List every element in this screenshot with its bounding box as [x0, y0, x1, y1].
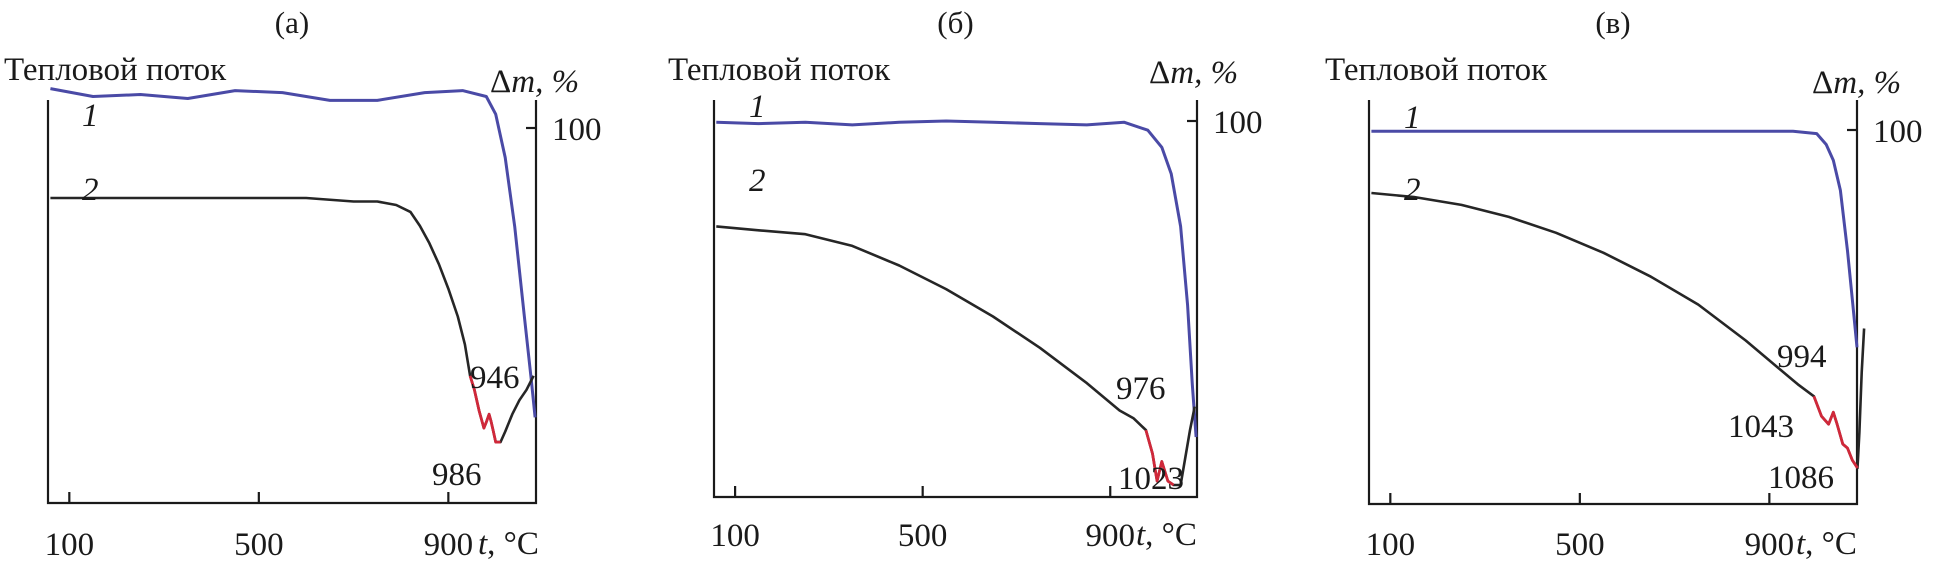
temperature-variable: t: [478, 526, 488, 562]
temperature-unit: , °C: [487, 526, 539, 562]
curve-label-2: 2: [82, 172, 99, 208]
right-axis-title: Δm, %: [1812, 65, 1901, 101]
right-axis-title: Δm, %: [1149, 55, 1238, 91]
curve-label-2: 2: [749, 163, 766, 199]
curve-label-2: 2: [1404, 172, 1421, 208]
left-axis-title: Тепловой поток: [1325, 52, 1548, 88]
panel-label: (а): [275, 5, 309, 40]
x-axis-label: t, °C: [1796, 526, 1857, 562]
curve-label-1: 1: [82, 98, 99, 134]
axes-frame: [712, 100, 1199, 499]
chart-panel-1: (а) Тепловой поток Δm, % 100 100 500 900 t, °C 1…: [4, 5, 602, 563]
temperature-variable: t: [1796, 526, 1806, 562]
axes-frame: [46, 100, 538, 505]
right-axis-title: Δm, %: [490, 64, 579, 100]
x-tick-label: 900: [1085, 518, 1135, 554]
peak-label: 994: [1777, 339, 1827, 375]
x-tick-label: 100: [1366, 527, 1416, 563]
right-axis-tick-label: 100: [552, 112, 602, 148]
delta-symbol: Δ: [490, 64, 511, 100]
x-tick-label: 100: [45, 527, 95, 563]
series-line-2-highlight: [1812, 395, 1859, 469]
percent-unit: , %: [535, 64, 579, 100]
series-line-1: [716, 119, 1198, 438]
left-axis-title: Тепловой поток: [4, 52, 227, 88]
series-line-2: [716, 225, 1196, 487]
mass-variable: m: [511, 64, 535, 100]
peak-label: 1043: [1728, 409, 1794, 445]
panel-label: (б): [937, 5, 973, 40]
series-line-2-highlight: [468, 375, 501, 444]
panel-label: (в): [1595, 5, 1630, 40]
peak-label: 1023: [1118, 461, 1184, 497]
peak-label: 946: [470, 360, 520, 396]
percent-unit: , %: [1857, 65, 1901, 101]
right-axis-tick-label: 100: [1873, 114, 1923, 150]
x-tick-label: 500: [898, 518, 948, 554]
x-tick-label: 500: [1555, 527, 1605, 563]
mass-variable: m: [1170, 55, 1194, 91]
x-tick-label: 500: [234, 527, 284, 563]
peak-label: 986: [432, 457, 482, 493]
series-line-2: [50, 196, 535, 444]
axes-frame: [1367, 100, 1859, 506]
peak-label: 976: [1116, 371, 1166, 407]
left-axis-title: Тепловой поток: [668, 52, 891, 88]
delta-symbol: Δ: [1812, 65, 1833, 101]
curve-label-1: 1: [1404, 100, 1421, 136]
x-axis-label: t, °C: [1136, 517, 1197, 553]
chart-panel-2: (б) Тепловой поток Δm, % 100 100 500 900 t, °C 1…: [668, 5, 1263, 554]
series-line-2-highlight: [1144, 429, 1175, 487]
peak-label: 1086: [1768, 460, 1834, 496]
temperature-variable: t: [1136, 517, 1146, 553]
series-line-1: [50, 87, 537, 418]
right-axis-tick-label: 100: [1213, 105, 1263, 141]
percent-unit: , %: [1194, 55, 1238, 91]
temperature-unit: , °C: [1805, 526, 1857, 562]
curve-label-1: 1: [749, 89, 766, 125]
x-tick-label: 900: [1745, 527, 1795, 563]
x-tick-label: 100: [710, 518, 760, 554]
x-axis-label: t, °C: [478, 526, 539, 562]
x-tick-label: 900: [424, 527, 474, 563]
temperature-unit: , °C: [1145, 517, 1197, 553]
mass-variable: m: [1833, 65, 1857, 101]
delta-symbol: Δ: [1149, 55, 1170, 91]
series-line-1: [1371, 129, 1859, 348]
chart-panel-3: (в) Тепловой поток Δm, % 100 100 500 900 t, °C 1…: [1325, 5, 1923, 563]
